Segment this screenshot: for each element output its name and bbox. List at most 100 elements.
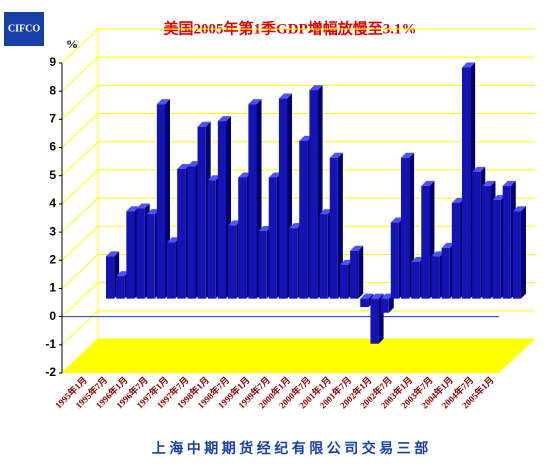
y-tick-label: 0 (49, 309, 56, 323)
bar-front (431, 256, 440, 299)
footer: 上 海 中 期 期 货 经 纪 有 限 公 司 交 易 三 部 (152, 440, 429, 457)
bar-top (441, 242, 455, 248)
bar-top (482, 180, 496, 186)
y-tick-label: 3 (49, 224, 56, 238)
bar-front (248, 104, 257, 299)
bar-front (339, 264, 349, 299)
bar (350, 245, 364, 299)
bar-front (268, 177, 277, 299)
bar-front (126, 211, 135, 299)
bar-top (451, 197, 465, 203)
bar-top (258, 226, 272, 231)
bar-top (350, 245, 364, 251)
bar-top (390, 217, 404, 223)
bar-front (177, 169, 186, 299)
bar-top (309, 85, 323, 91)
bar-front (390, 222, 399, 299)
bar-top (207, 175, 221, 181)
y-tick-label: 6 (49, 140, 56, 154)
bar-top (217, 116, 232, 122)
bar-front (116, 276, 125, 299)
bar-front (370, 298, 379, 344)
bar-top (177, 164, 191, 169)
bar-top (370, 293, 384, 299)
bar-front (421, 185, 430, 299)
bar-top (299, 135, 313, 141)
y-tick-label: 9 (49, 55, 56, 69)
bar-front (309, 90, 318, 299)
bar-top (156, 99, 170, 105)
bar-front (512, 211, 521, 299)
bar-top (472, 166, 486, 172)
y-tick-label: 8 (49, 83, 56, 97)
bar-front (319, 214, 328, 299)
y-axis-label: % (66, 37, 78, 51)
bar-top (289, 223, 303, 229)
y-tick-label: -1 (45, 337, 56, 351)
bar-front (187, 166, 196, 299)
bar-front (146, 214, 155, 299)
bar-front (228, 225, 237, 299)
floor (62, 339, 535, 373)
bar-top (146, 209, 160, 215)
bar-top (106, 251, 120, 257)
bar-top (421, 180, 435, 186)
bar-front (217, 121, 227, 299)
bar-top (329, 152, 343, 158)
bar (512, 206, 526, 299)
bar-top (248, 99, 262, 105)
bar-top (411, 257, 425, 262)
bar-front (350, 250, 359, 299)
bar-front (136, 208, 145, 299)
bar-front (167, 242, 176, 299)
bar-top (278, 93, 293, 99)
bar-top (319, 209, 333, 215)
bar-top (461, 62, 476, 68)
y-tick-label: 2 (49, 252, 56, 266)
bar-top (502, 180, 516, 186)
y-tick-label: 7 (49, 112, 56, 126)
bar-front (380, 298, 389, 313)
bar-front (360, 298, 369, 308)
y-tick-label: 4 (49, 196, 56, 210)
bar-front (278, 98, 288, 299)
bar-top (228, 220, 242, 226)
bar-front (106, 256, 115, 299)
bar-front (289, 228, 298, 299)
bar-top (380, 293, 394, 299)
bar-front (492, 200, 501, 299)
bar-top (431, 251, 445, 257)
bar (329, 152, 343, 299)
bar-top (268, 172, 282, 178)
bar-front (197, 126, 206, 299)
bar-top (167, 237, 181, 243)
y-tick-label: 5 (49, 168, 56, 182)
bar-front (258, 231, 267, 299)
bar-front (156, 104, 165, 299)
bar-side (337, 152, 343, 299)
bar-top (126, 206, 140, 212)
bar-top (136, 203, 150, 209)
bar-front (207, 180, 216, 299)
bar-top (400, 152, 415, 158)
chart-title: 美国2005年第1季GDP增幅放慢至3.1% (164, 19, 417, 37)
bar-top (116, 271, 130, 277)
bar-front (482, 185, 491, 299)
bar-front (411, 262, 420, 299)
bar-front (400, 157, 410, 299)
bar-front (299, 140, 308, 299)
bar-side (520, 206, 526, 299)
bar-front (329, 157, 338, 299)
bar-top (360, 293, 374, 299)
logo: CIFCO (8, 23, 40, 34)
bar-top (187, 161, 201, 167)
bar-top (238, 172, 252, 178)
bar-front (461, 67, 471, 299)
bar-side (358, 245, 364, 299)
bar-front (472, 171, 481, 299)
bar-top (339, 259, 354, 265)
bar-front (502, 185, 511, 299)
y-tick-label: 1 (49, 281, 56, 295)
logo-box (4, 12, 44, 46)
